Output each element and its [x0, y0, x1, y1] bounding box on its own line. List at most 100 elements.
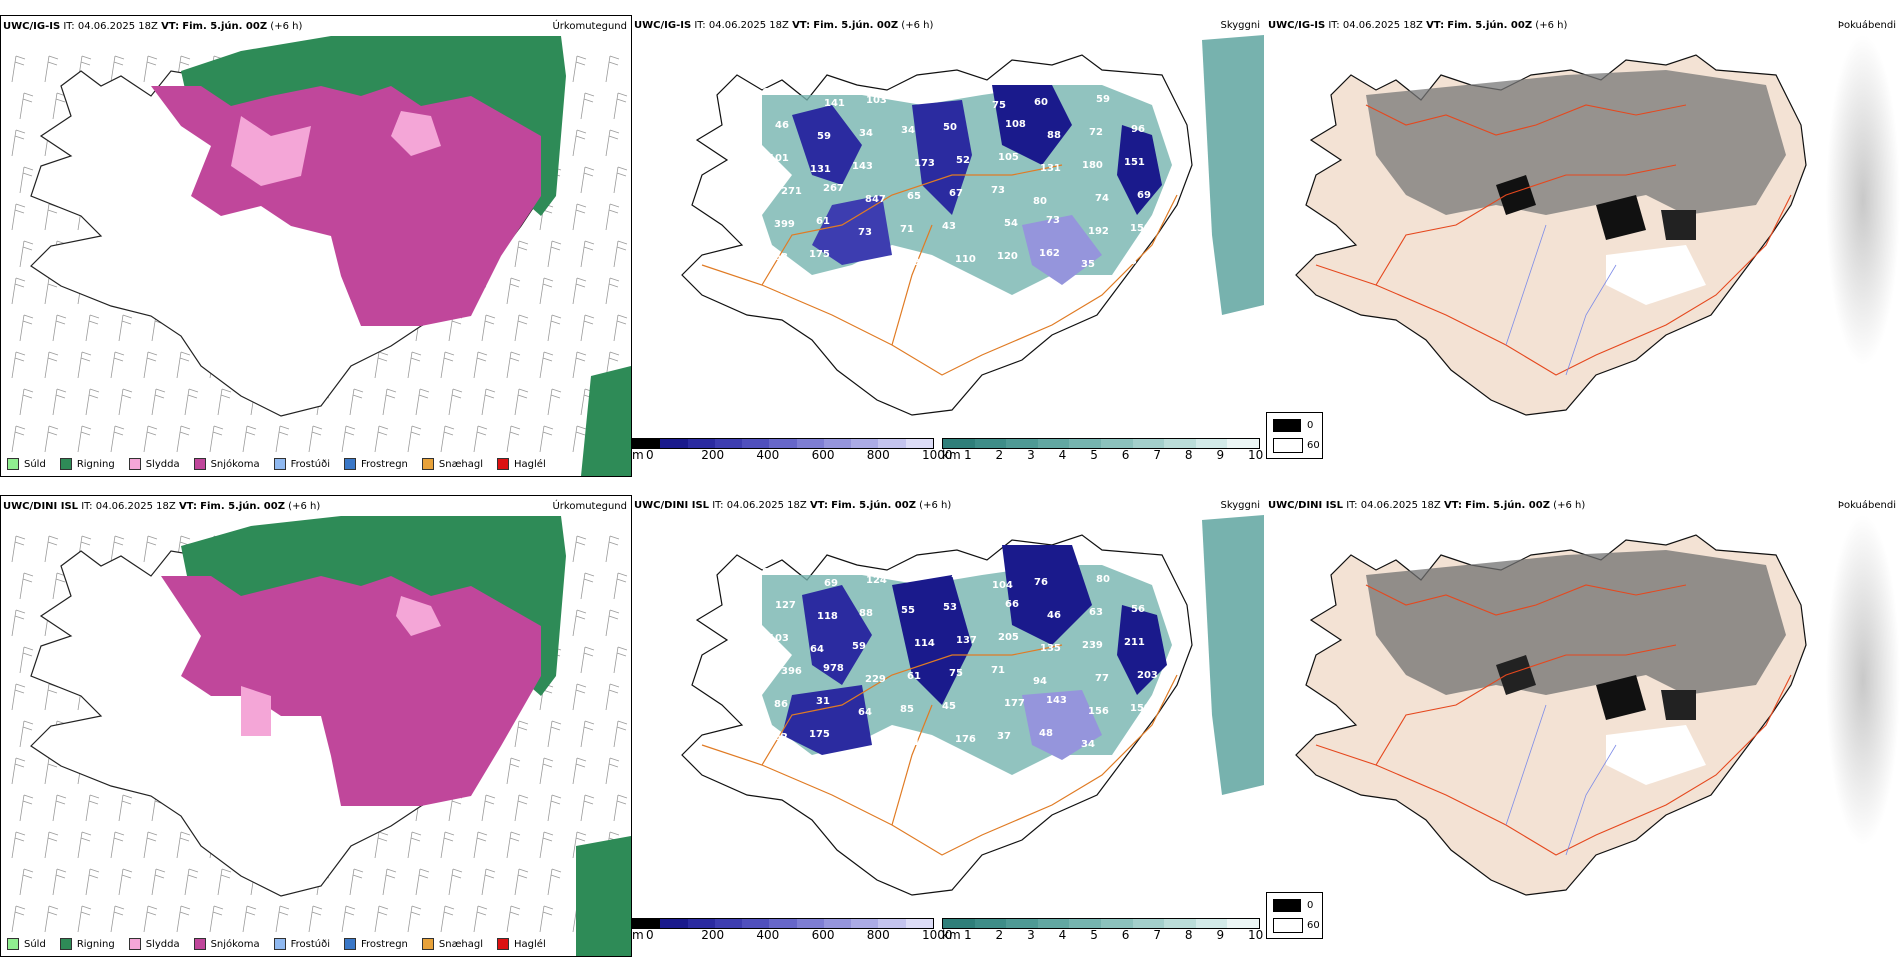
wind-barb: [184, 868, 199, 896]
precip-legend-label: Rigning: [76, 458, 115, 470]
ceiling-label: 76: [1034, 577, 1048, 588]
wind-barb: [11, 129, 26, 157]
fog-legend: 0 60: [1266, 892, 1323, 939]
precip-type-map: [11, 516, 631, 956]
wind-barb: [481, 388, 496, 416]
wind-barb: [572, 277, 587, 305]
colorbar-segment: [905, 439, 933, 448]
sleet-area: [241, 686, 271, 736]
wind-barb: [506, 351, 521, 379]
precip-legend-swatch: [273, 938, 286, 950]
panel-variable-title: Úrkomutegund: [552, 21, 627, 32]
wind-barb: [572, 129, 587, 157]
wind-barb: [572, 757, 587, 785]
ceiling-colorbar: m 0 200 400 600 800 1000: [632, 918, 953, 942]
ceiling-label: 162: [767, 732, 788, 743]
ceiling-label: 178: [780, 285, 801, 296]
wind-barb: [539, 425, 554, 453]
ceiling-label: 81: [762, 567, 776, 578]
ceiling-visibility-map: 68 141 103 105 100 75 60 59 57 46 59 34 34 50 108 88 72 9…: [681, 35, 1264, 416]
wind-barb: [382, 868, 397, 896]
low-ceiling-area: [1022, 690, 1102, 760]
low-ceiling-area: [1022, 215, 1102, 285]
precip-legend-swatch: [7, 938, 19, 950]
precip-legend-label: Snjókoma: [210, 938, 260, 950]
colorbar-tick-label: 10: [1248, 448, 1264, 462]
precip-legend: Súld Rigning Slydda Snjókoma Frostúði Frostre…: [7, 938, 546, 950]
precip-legend-item: Frostúði: [273, 458, 330, 470]
wind-barb: [539, 757, 554, 785]
colorbar-segment: [851, 439, 879, 448]
fog-legend-black-label: 0: [1307, 900, 1314, 911]
low-ceiling-area: [1117, 605, 1167, 695]
wind-barb: [308, 905, 323, 933]
fog-dense: [1661, 690, 1696, 720]
ceiling-visibility-map: 81 69 124 65 73 104 76 80 86 127 118 88 55 53 66 46 63 56…: [681, 515, 1264, 896]
ceiling-label: 241: [871, 260, 892, 271]
wind-barb: [176, 831, 191, 859]
ceiling-label: 75: [992, 100, 1006, 111]
roads-overlay: [701, 644, 1178, 856]
colorbar-segment: [823, 439, 852, 448]
wind-barb: [11, 683, 26, 711]
colorbar-tick-label: 4: [1058, 448, 1067, 462]
wind-barb: [242, 425, 257, 453]
wind-barb: [275, 905, 290, 933]
colorbar-tick-label: 9: [1216, 928, 1225, 942]
precip-legend-label: Súld: [24, 458, 46, 470]
visibility-unit: km: [942, 448, 961, 462]
wind-barb: [151, 388, 166, 416]
colorbar-segment: [1006, 439, 1038, 448]
colorbar-segment: [1037, 919, 1070, 928]
wind-barb: [514, 720, 529, 748]
fog-legend-white-swatch: [1273, 438, 1303, 453]
colorbar-segment: [633, 439, 661, 448]
ceiling-label: 211: [1124, 637, 1145, 648]
wind-barb: [11, 203, 26, 231]
wind-barb: [613, 572, 628, 600]
precip-legend-swatch: [421, 458, 434, 470]
precip-legend-label: Frostregn: [361, 938, 408, 950]
colorbar-tick-label: 1000: [922, 928, 953, 942]
precip-legend-swatch: [128, 458, 141, 470]
precip-legend-label: Haglél: [514, 938, 546, 950]
wind-barb: [374, 351, 389, 379]
colorbar-tick-label: 7: [1153, 448, 1161, 462]
ceiling-label: 110: [955, 254, 976, 265]
low-ceiling-area: [812, 195, 892, 265]
wind-barb: [613, 720, 628, 748]
ceiling-label: 108: [1005, 119, 1026, 130]
colorbar-tick-label: 3: [1027, 928, 1035, 942]
ceiling-label: 159: [1130, 703, 1151, 714]
wind-barb: [143, 831, 158, 859]
wind-barb: [605, 277, 620, 305]
wind-barb: [176, 351, 191, 379]
wind-barb: [382, 388, 397, 416]
colorbar-segment: [851, 919, 879, 928]
wind-barb: [539, 905, 554, 933]
wind-barb: [440, 425, 455, 453]
ceiling-label: 56: [1131, 604, 1145, 615]
wind-barb: [11, 535, 26, 563]
wind-barb: [605, 609, 620, 637]
precip-legend-swatch: [497, 458, 510, 470]
ceiling-label: 34: [1081, 739, 1095, 750]
wind-barb: [572, 425, 587, 453]
ceiling-label: 176: [955, 734, 976, 745]
fog-index-panel-bottom: UWC/DINI ISL IT: 04.06.2025 18Z VT: Fim.…: [1266, 495, 1900, 940]
wind-barb: [52, 314, 67, 342]
ceiling-label: 59: [817, 131, 831, 142]
wind-barb: [349, 868, 364, 896]
ceiling-label: 192: [1088, 226, 1109, 237]
wind-barb: [184, 388, 199, 416]
wind-barb: [217, 388, 232, 416]
wind-barb: [613, 794, 628, 822]
wind-barb: [110, 535, 125, 563]
ceiling-label: 978: [823, 663, 844, 674]
precip-legend: Súld Rigning Slydda Snjókoma Frostúði Frostre…: [7, 458, 546, 470]
wind-barb: [19, 572, 34, 600]
colorbar-segment: [823, 919, 852, 928]
fog-legend-white-swatch: [1273, 918, 1303, 933]
wind-barb: [11, 425, 26, 453]
ceiling-label: 120: [997, 251, 1018, 262]
